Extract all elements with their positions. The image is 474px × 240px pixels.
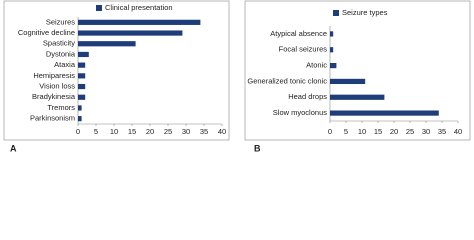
panel-label: B — [254, 143, 261, 153]
x-tick-label: 0 — [76, 127, 80, 136]
x-tick-label: 5 — [94, 127, 98, 136]
bar — [330, 78, 366, 85]
x-tick-label: 35 — [438, 127, 446, 136]
bar — [330, 31, 334, 37]
panel-label: A — [10, 143, 17, 153]
x-tick-label: 20 — [146, 127, 154, 136]
legend-swatch — [96, 5, 102, 11]
bar — [78, 41, 136, 47]
legend-swatch — [333, 10, 339, 16]
y-tick-label: Focal seizures — [279, 45, 328, 54]
bar — [330, 62, 337, 69]
bar — [78, 51, 89, 58]
y-tick-label: Vision loss — [39, 82, 75, 91]
bar — [78, 30, 183, 36]
chart-frame — [244, 0, 471, 141]
x-tick-label: 35 — [200, 127, 208, 136]
y-tick-label: Cognitive decline — [18, 28, 75, 37]
x-tick-label: 0 — [328, 127, 332, 136]
bar — [330, 47, 334, 53]
figure: 0 5 10 15 20 25 30 35 40 Clinical presentation Sei… — [3, 0, 471, 153]
bar — [78, 83, 86, 90]
y-tick-label: Spasticity — [43, 39, 75, 48]
bar — [330, 94, 385, 100]
bar — [78, 105, 82, 111]
x-tick-label: 40 — [218, 127, 226, 136]
y-tick-label: Parkinsonism — [30, 114, 75, 123]
y-tick-label: Dystonia — [46, 49, 76, 58]
x-tick-label: 20 — [390, 127, 398, 136]
x-tick-label: 40 — [454, 127, 462, 136]
legend-label: Clinical presentation — [105, 3, 173, 12]
bar — [78, 94, 86, 100]
y-tick-label: Atypical absence — [270, 29, 327, 38]
bar — [78, 73, 86, 79]
y-tick-label: Bradykinesia — [32, 92, 76, 101]
x-tick-label: 25 — [164, 127, 172, 136]
bar — [78, 62, 86, 68]
y-tick-label: Slow myoclonus — [273, 108, 327, 117]
y-tick-label: Generalized tonic clonic — [247, 76, 327, 85]
y-tick-label: Head drops — [288, 92, 327, 101]
y-tick-label: Tremors — [47, 103, 75, 112]
x-tick-label: 15 — [128, 127, 136, 136]
x-tick-label: 10 — [110, 127, 118, 136]
y-tick-label: Atonic — [306, 61, 327, 70]
bar — [78, 116, 82, 122]
y-tick-label: Hemiparesis — [33, 71, 75, 80]
y-tick-label: Seizures — [46, 17, 75, 26]
x-tick-label: 30 — [422, 127, 430, 136]
x-tick-label: 25 — [406, 127, 414, 136]
x-tick-label: 10 — [358, 127, 366, 136]
y-tick-label: Ataxia — [54, 60, 76, 69]
bar — [78, 19, 201, 25]
chart-frame — [3, 0, 230, 141]
x-tick-label: 30 — [182, 127, 190, 136]
bar — [330, 110, 439, 116]
legend-label: Seizure types — [342, 8, 388, 17]
x-tick-label: 5 — [344, 127, 348, 136]
x-tick-label: 15 — [374, 127, 382, 136]
